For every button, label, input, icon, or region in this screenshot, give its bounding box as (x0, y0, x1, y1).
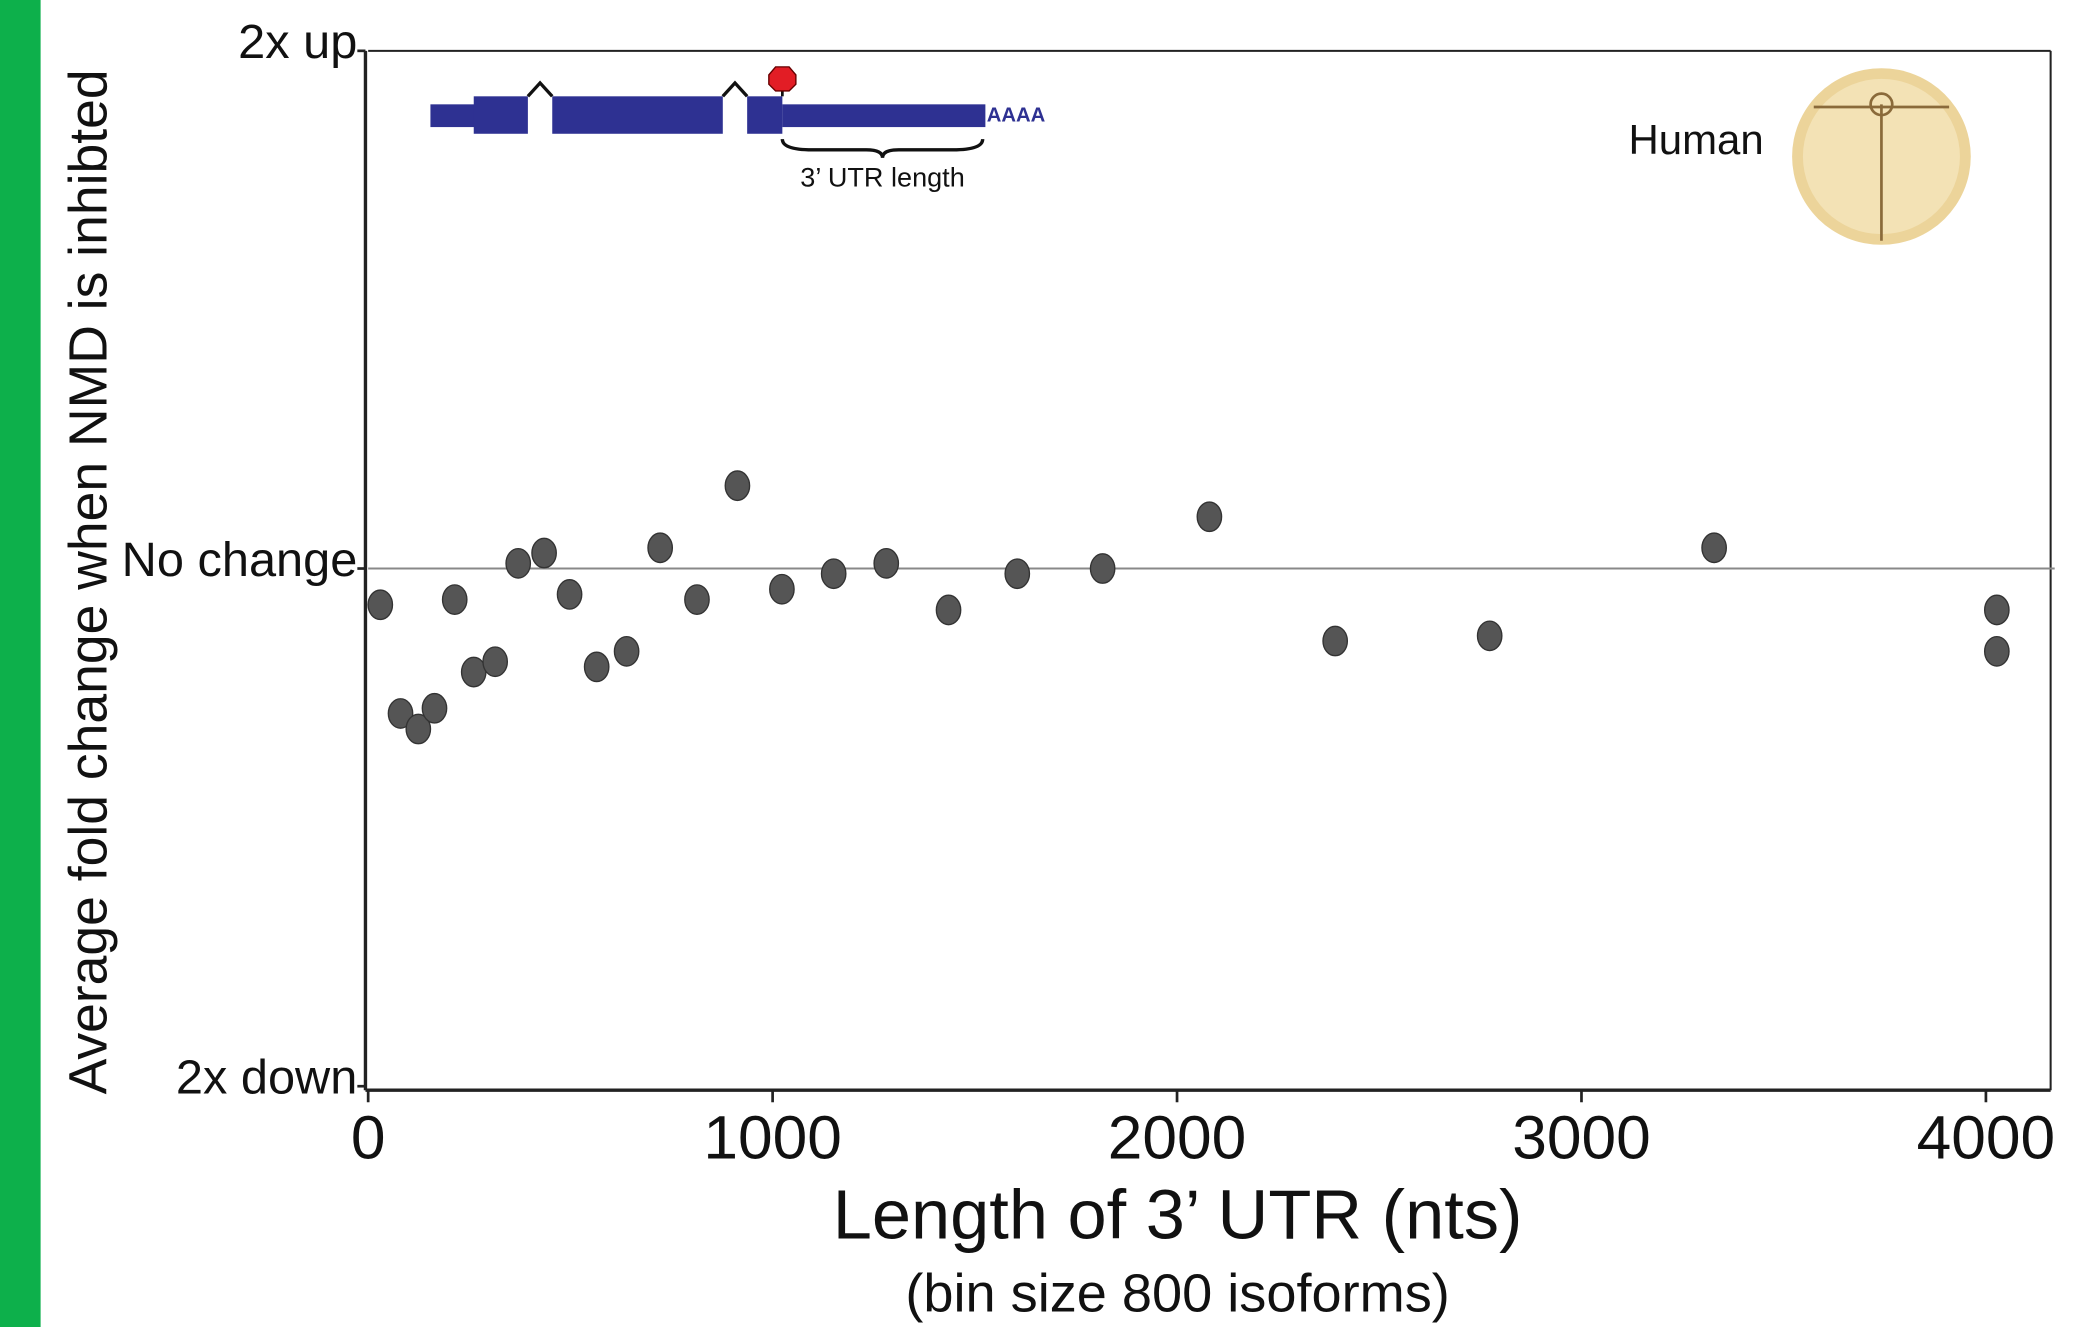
data-point (367, 589, 394, 621)
x-tick-label: 0 (351, 1104, 386, 1173)
gene-diagram (430, 66, 986, 159)
x-tick-label: 3000 (1512, 1104, 1650, 1173)
data-point (387, 698, 414, 729)
data-point (684, 584, 710, 615)
data-point (613, 635, 640, 667)
x-axis-title: Length of 3’ UTR (nts) (833, 1176, 1523, 1254)
data-point (405, 713, 432, 745)
data-point (1983, 635, 2010, 667)
data-point (556, 579, 583, 610)
x-axis-subtitle: (bin size 800 isoforms) (905, 1264, 1449, 1324)
y-tick-label: 2x up (238, 15, 357, 69)
data-point (583, 651, 610, 683)
data-point (820, 558, 847, 590)
side-bar (0, 0, 41, 1327)
data-point (441, 584, 468, 615)
data-point (1089, 553, 1116, 584)
x-tick-label: 2000 (1108, 1104, 1246, 1173)
data-point (647, 532, 674, 564)
data-point (1983, 594, 2010, 626)
utr-label: 3’ UTR length (800, 162, 964, 192)
data-point (482, 646, 509, 678)
polya-label: AAAA (987, 105, 1046, 127)
y-tick-label: No change (122, 533, 358, 587)
data-point (505, 547, 532, 579)
x-tick-label: 4000 (1917, 1104, 2055, 1173)
species-icon (1792, 68, 1971, 245)
species-label: Human (1628, 116, 1763, 163)
data-point (531, 537, 557, 569)
data-point (769, 573, 795, 605)
data-point (421, 692, 448, 724)
data-point (460, 656, 487, 688)
y-axis-title: Average fold change when NMD is inhibted (58, 69, 118, 1094)
data-point (724, 470, 751, 502)
data-point (1004, 558, 1031, 590)
data-point (1196, 501, 1223, 533)
data-point (1322, 625, 1349, 657)
data-point (873, 547, 900, 579)
data-point (1476, 620, 1503, 652)
y-tick-label: 2x down (176, 1051, 357, 1105)
data-point (1701, 532, 1727, 564)
data-point (935, 594, 962, 626)
x-tick-label: 1000 (703, 1104, 841, 1173)
